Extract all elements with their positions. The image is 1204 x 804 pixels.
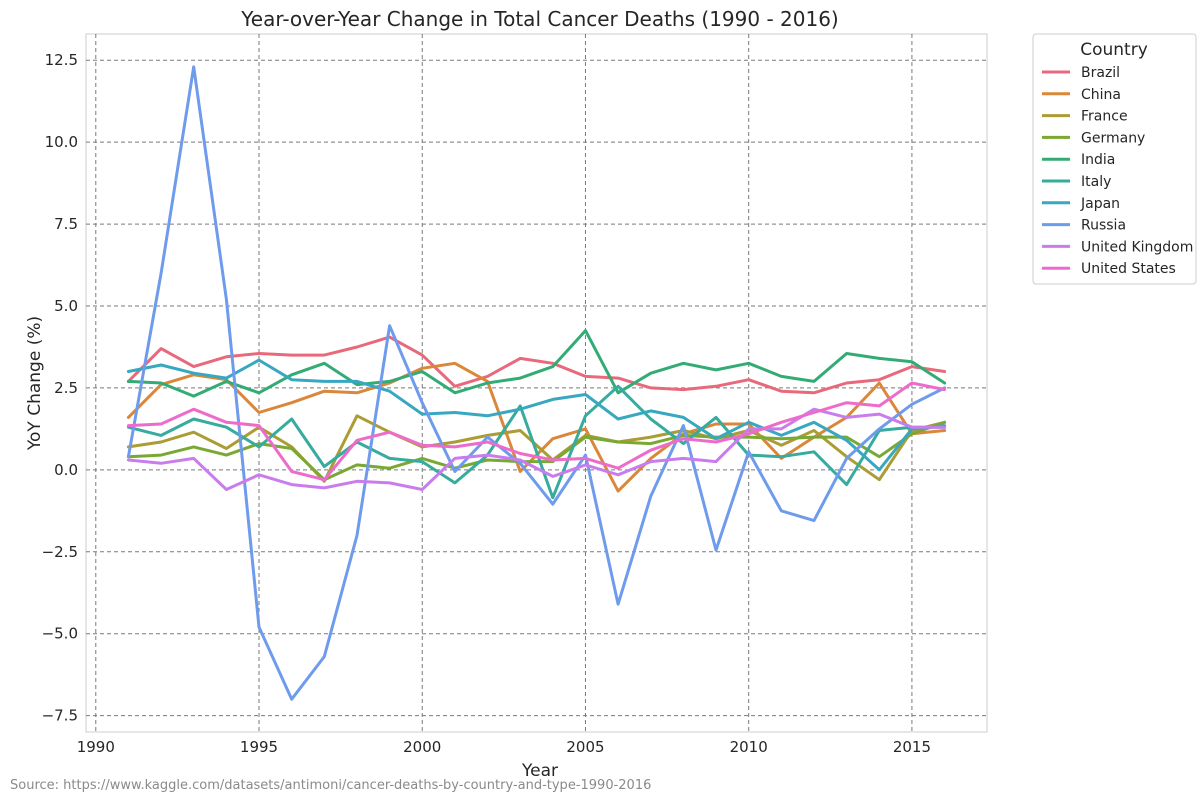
legend-item-japan: Japan [1042, 196, 1120, 212]
legend-item-france: France [1042, 109, 1128, 125]
legend-item-united-states: United States [1042, 261, 1176, 277]
y-axis-ticks: −7.5 −5.0 −2.5 0.0 2.5 5.0 7.5 10.0 12.5 [42, 51, 78, 724]
series-line-russia [126, 65, 947, 701]
legend-label: United States [1081, 261, 1176, 277]
legend-item-germany: Germany [1042, 130, 1145, 146]
y-tick-label: 5.0 [54, 297, 78, 315]
chart-title: Year-over-Year Change in Total Cancer De… [240, 7, 838, 31]
series-line-united-kingdom [126, 407, 947, 491]
legend-label: Italy [1081, 174, 1111, 190]
series-lines [126, 65, 947, 701]
legend: Country Brazil China France Germany India Ita… [1032, 33, 1197, 285]
x-tick-label: 2010 [730, 738, 768, 756]
y-tick-label: −7.5 [42, 707, 78, 725]
y-tick-label: 10.0 [45, 133, 78, 151]
x-axis-label: Year [521, 761, 558, 781]
series-line-japan [126, 358, 947, 472]
legend-label: India [1081, 152, 1115, 168]
series-line-brazil [126, 335, 947, 395]
x-tick-label: 2015 [893, 738, 931, 756]
source-note: Source: https://www.kaggle.com/datasets/… [10, 778, 652, 793]
legend-item-china: China [1042, 87, 1121, 103]
series-line-germany [126, 420, 947, 482]
y-tick-label: 2.5 [54, 379, 78, 397]
legend-item-brazil: Brazil [1042, 65, 1120, 81]
x-tick-label: 2000 [403, 738, 441, 756]
series-line-italy [126, 384, 947, 500]
x-axis-ticks: 1990 1995 2000 2005 2010 2015 [77, 738, 931, 756]
x-tick-label: 1995 [240, 738, 278, 756]
legend-item-italy: Italy [1042, 174, 1111, 190]
legend-label: China [1081, 87, 1121, 103]
legend-item-russia: Russia [1042, 218, 1126, 234]
legend-title: Country [1080, 40, 1148, 60]
x-tick-label: 2005 [566, 738, 604, 756]
y-tick-label: −2.5 [42, 543, 78, 561]
legend-label: Russia [1081, 218, 1126, 234]
x-tick-label: 1990 [77, 738, 115, 756]
y-tick-label: 7.5 [54, 215, 78, 233]
legend-label: United Kingdom [1081, 239, 1193, 255]
legend-label: France [1081, 109, 1128, 125]
legend-label: Germany [1081, 130, 1145, 146]
legend-item-united-kingdom: United Kingdom [1042, 239, 1193, 255]
y-tick-label: 12.5 [45, 51, 78, 69]
y-tick-label: −5.0 [42, 625, 78, 643]
legend-items: Brazil China France Germany India Italy Japan R… [1042, 65, 1193, 277]
legend-box [1032, 33, 1197, 285]
series-line-france [126, 414, 947, 483]
series-line-india [126, 329, 947, 398]
y-tick-label: 0.0 [54, 461, 78, 479]
legend-label: Brazil [1081, 65, 1120, 81]
y-axis-label: YoY Change (%) [25, 316, 45, 451]
legend-item-india: India [1042, 152, 1115, 168]
legend-label: Japan [1080, 196, 1120, 212]
series-line-united-states [126, 381, 947, 482]
